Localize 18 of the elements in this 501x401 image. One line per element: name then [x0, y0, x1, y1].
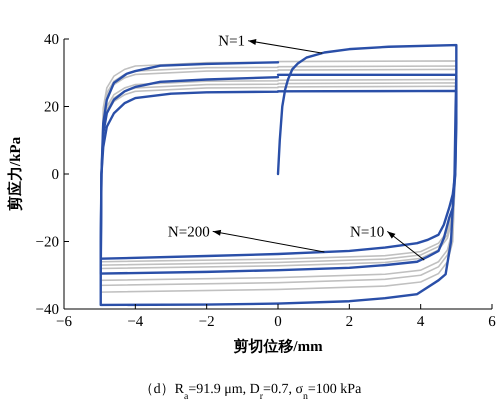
annotation: N=1 [218, 34, 246, 50]
x-tick-label: 2 [346, 314, 354, 330]
annotation: N=200 [168, 224, 210, 240]
x-tick-label: 0 [274, 314, 282, 330]
text: （d）R$_{a}$=91.9 μm, D$_{r}$=0.7, σ$_{n}$=100 kPa [140, 382, 362, 401]
y-tick-label: 20 [44, 100, 59, 116]
y-tick-label: −20 [36, 234, 59, 250]
y-tick-label: −40 [36, 302, 59, 318]
annotation: N=10 [350, 224, 384, 240]
x-tick-label: 6 [488, 314, 496, 330]
y-axis-title: 剪应力/kPa [6, 136, 24, 212]
x-tick-label: −4 [127, 314, 144, 330]
x-axis-title: 剪切位移/mm [233, 337, 324, 355]
y-tick-label: 40 [44, 32, 59, 48]
x-tick-label: 4 [416, 314, 425, 330]
x-tick-label: −6 [56, 314, 72, 330]
x-tick-label: −2 [198, 314, 215, 330]
y-tick-label: 0 [52, 167, 59, 183]
